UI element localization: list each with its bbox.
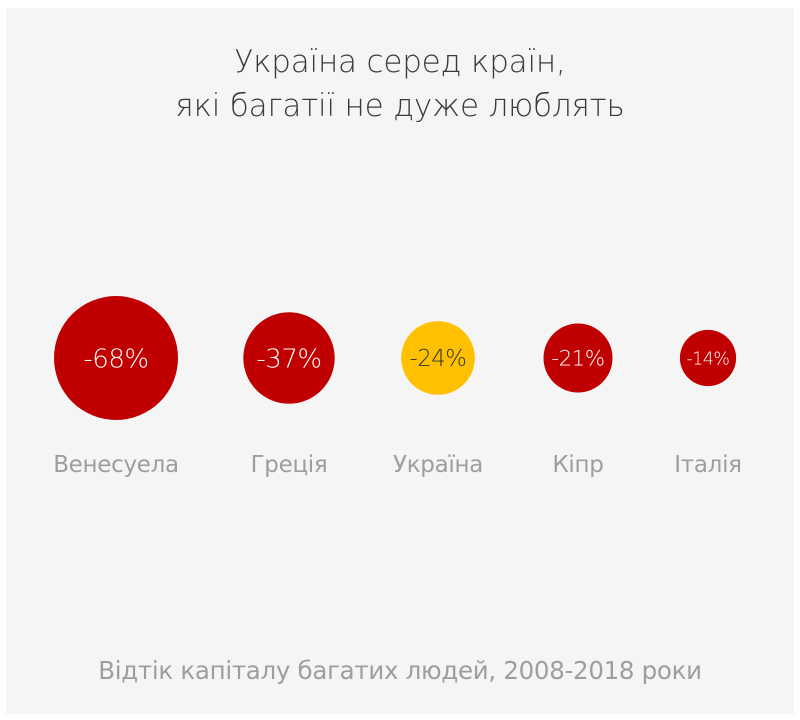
- bubble-3-category-label: Україна: [393, 452, 483, 478]
- bubble-2-value-label: -37%: [256, 344, 321, 374]
- bubble-1-category-label: Венесуела: [53, 452, 179, 478]
- bubble-3-value-label: -24%: [410, 346, 467, 372]
- bubble-2: [243, 312, 335, 404]
- chart-title: Україна серед країн, які багатії не дуже…: [0, 40, 800, 128]
- bubble-5-value-label: -14%: [687, 349, 730, 369]
- bubble-3: [401, 321, 475, 395]
- bubble-4-category-label: Кіпр: [552, 452, 603, 478]
- chart-title-line-2: які багатії не дуже люблять: [175, 88, 625, 124]
- bubble-5: [679, 329, 737, 387]
- bubble-4-value-label: -21%: [551, 347, 604, 372]
- bubble-5-category-label: Італія: [674, 452, 741, 478]
- chart-footnote: Відтік капіталу багатих людей, 2008-2018…: [98, 656, 702, 685]
- bubble-2-category-label: Греція: [251, 452, 328, 478]
- bubble-1: [54, 296, 178, 420]
- bubble-1-value-label: -68%: [83, 344, 148, 374]
- bubble-4: [543, 323, 613, 393]
- chart-title-line-1: Україна серед країн,: [234, 44, 566, 80]
